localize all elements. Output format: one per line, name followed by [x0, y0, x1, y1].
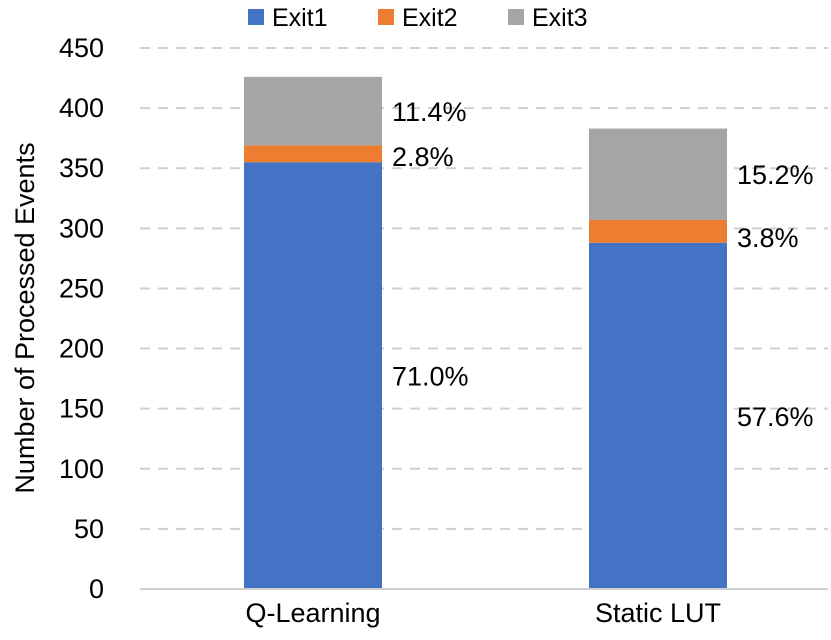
bar-segment-exit1-2 — [589, 242, 727, 589]
x-tick-label: Static LUT — [595, 598, 721, 628]
legend-label-exit1: Exit1 — [272, 4, 328, 32]
legend-label-exit3: Exit3 — [532, 4, 588, 32]
bars — [244, 76, 727, 589]
bar-segment-exit2-2 — [589, 219, 727, 243]
y-axis-ticks: 0 50 100 150 200 250 300 350 400 450 — [59, 33, 104, 604]
y-tick-label: 300 — [59, 213, 104, 243]
data-label-exit3-1: 11.4% — [392, 97, 467, 127]
bar-segment-exit1-1 — [244, 162, 382, 589]
data-label-exit1-1: 71.0% — [392, 362, 469, 392]
data-label-exit1-2: 57.6% — [737, 402, 814, 432]
y-tick-label: 200 — [59, 334, 104, 364]
y-tick-label: 50 — [74, 514, 104, 544]
y-tick-label: 0 — [89, 574, 104, 604]
data-label-exit2-2: 3.8% — [737, 223, 799, 253]
y-axis-title: Number of Processed Events — [10, 142, 40, 493]
bar-segment-exit2-1 — [244, 145, 382, 163]
bar-segment-exit3-2 — [589, 128, 727, 220]
y-tick-label: 100 — [59, 454, 104, 484]
legend-label-exit2: Exit2 — [402, 4, 458, 32]
y-tick-label: 250 — [59, 273, 104, 303]
y-tick-label: 150 — [59, 394, 104, 424]
y-tick-label: 350 — [59, 153, 104, 183]
y-tick-label: 450 — [59, 33, 104, 63]
legend: Exit1 Exit2 Exit3 — [248, 4, 588, 32]
legend-swatch-exit3 — [508, 9, 524, 25]
x-tick-label: Q-Learning — [245, 598, 380, 628]
x-axis-ticks: Q-Learning Static LUT — [245, 598, 721, 628]
legend-swatch-exit2 — [378, 9, 394, 25]
y-tick-label: 400 — [59, 93, 104, 123]
data-labels: 71.0% 2.8% 11.4% 57.6% 3.8% 15.2% — [392, 97, 814, 432]
data-label-exit2-1: 2.8% — [392, 142, 454, 172]
data-label-exit3-2: 15.2% — [737, 160, 814, 190]
bar-segment-exit3-1 — [244, 76, 382, 146]
legend-swatch-exit1 — [248, 9, 264, 25]
